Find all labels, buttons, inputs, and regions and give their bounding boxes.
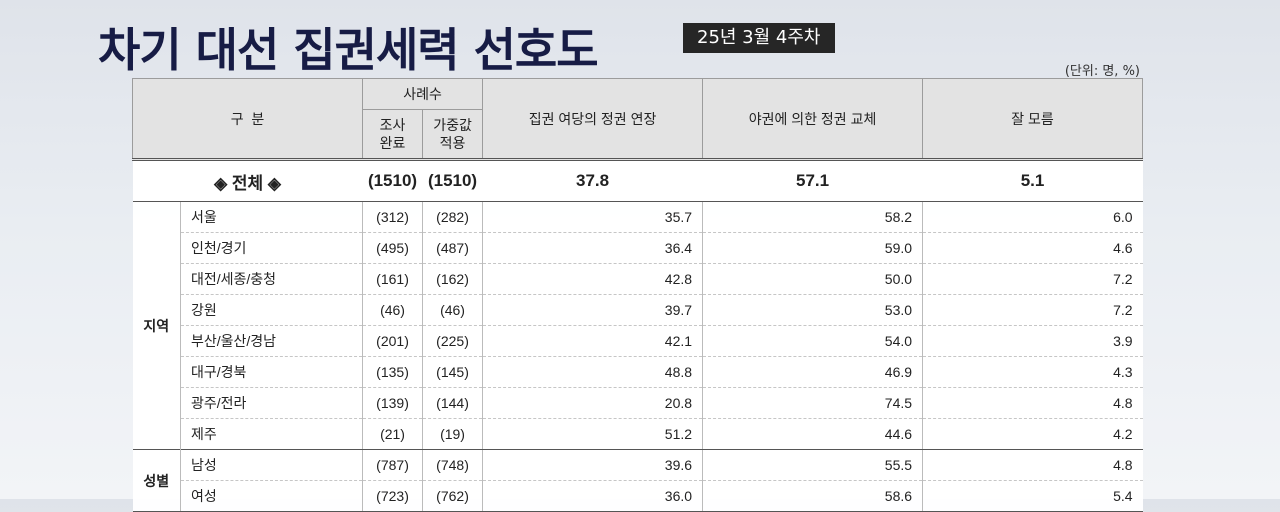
row-surveyed: (135) <box>362 356 424 388</box>
row-name: 인천/경기 <box>180 232 364 264</box>
row-change: 58.6 <box>702 480 924 512</box>
row-surveyed: (723) <box>362 480 424 512</box>
row-change: 53.0 <box>702 294 924 326</box>
row-extend: 35.7 <box>482 201 704 233</box>
row-unknown: 5.4 <box>922 480 1143 512</box>
table-row: 부산/울산/경남 (201) (225) 42.1 54.0 3.9 <box>133 325 1143 357</box>
row-name: 대구/경북 <box>180 356 364 388</box>
row-extend: 36.4 <box>482 232 704 264</box>
row-weighted: (19) <box>422 418 484 450</box>
row-weighted: (46) <box>422 294 484 326</box>
date-badge: 25년 3월 4주차 <box>683 23 835 53</box>
row-surveyed: (787) <box>362 449 424 481</box>
row-unknown: 4.8 <box>922 387 1143 419</box>
row-unknown: 4.6 <box>922 232 1143 264</box>
row-name: 서울 <box>180 201 364 233</box>
row-extend: 51.2 <box>482 418 704 450</box>
row-name: 제주 <box>180 418 364 450</box>
row-unknown: 4.2 <box>922 418 1143 450</box>
row-weighted: (145) <box>422 356 484 388</box>
row-unknown: 4.3 <box>922 356 1143 388</box>
row-name: 광주/전라 <box>180 387 364 419</box>
total-label: ◈ 전체 ◈ <box>132 158 363 202</box>
total-change: 57.1 <box>702 158 923 202</box>
row-change: 55.5 <box>702 449 924 481</box>
row-name: 대전/세종/충청 <box>180 263 364 295</box>
header-extend: 집권 여당의 정권 연장 <box>482 78 704 160</box>
row-weighted: (282) <box>422 201 484 233</box>
table-row: 대구/경북 (135) (145) 48.8 46.9 4.3 <box>133 356 1143 388</box>
row-name: 여성 <box>180 480 364 512</box>
table-row: 제주 (21) (19) 51.2 44.6 4.2 <box>133 418 1143 450</box>
row-change: 44.6 <box>702 418 924 450</box>
row-change: 74.5 <box>702 387 924 419</box>
row-extend: 36.0 <box>482 480 704 512</box>
row-name: 부산/울산/경남 <box>180 325 364 357</box>
row-extend: 42.1 <box>482 325 704 357</box>
row-change: 54.0 <box>702 325 924 357</box>
results-table-container: 구 분 사례수 집권 여당의 정권 연장 야권에 의한 정권 교체 잘 모름 조… <box>131 78 1144 512</box>
row-change: 46.9 <box>702 356 924 388</box>
row-extend: 20.8 <box>482 387 704 419</box>
total-row: ◈ 전체 ◈ (1510) (1510) 37.8 57.1 5.1 <box>132 158 1143 202</box>
row-surveyed: (312) <box>362 201 424 233</box>
total-weighted: (1510) <box>422 158 483 202</box>
row-surveyed: (201) <box>362 325 424 357</box>
header-unknown: 잘 모름 <box>922 78 1144 160</box>
unit-note: (단위: 명, %) <box>1064 64 1140 79</box>
row-change: 50.0 <box>702 263 924 295</box>
group-label-region: 지역 <box>132 201 181 450</box>
row-surveyed: (161) <box>362 263 424 295</box>
row-change: 59.0 <box>702 232 924 264</box>
results-table: 구 분 사례수 집권 여당의 정권 연장 야권에 의한 정권 교체 잘 모름 조… <box>131 78 1144 512</box>
row-unknown: 4.8 <box>922 449 1143 481</box>
row-weighted: (748) <box>422 449 484 481</box>
header-surveyed: 조사 완료 <box>362 109 424 160</box>
table-row: 지역 서울 (312) (282) 35.7 58.2 6.0 <box>132 201 1143 450</box>
row-weighted: (762) <box>422 480 484 512</box>
total-unknown: 5.1 <box>922 158 1143 202</box>
group-label-sex: 성별 <box>132 449 181 512</box>
header-weighted: 가중값 적용 <box>422 109 484 160</box>
row-surveyed: (139) <box>362 387 424 419</box>
row-extend: 48.8 <box>482 356 704 388</box>
row-surveyed: (21) <box>362 418 424 450</box>
header-change: 야권에 의한 정권 교체 <box>702 78 924 160</box>
table-row: 강원 (46) (46) 39.7 53.0 7.2 <box>133 294 1143 326</box>
total-extend: 37.8 <box>482 158 703 202</box>
row-name: 남성 <box>180 449 364 481</box>
row-name: 강원 <box>180 294 364 326</box>
row-extend: 42.8 <box>482 263 704 295</box>
row-unknown: 6.0 <box>922 201 1143 233</box>
table-row: 대전/세종/충청 (161) (162) 42.8 50.0 7.2 <box>133 263 1143 295</box>
row-unknown: 7.2 <box>922 294 1143 326</box>
row-extend: 39.6 <box>482 449 704 481</box>
row-weighted: (487) <box>422 232 484 264</box>
row-weighted: (162) <box>422 263 484 295</box>
row-unknown: 3.9 <box>922 325 1143 357</box>
page-title: 차기 대선 집권세력 선호도 <box>98 23 599 77</box>
table-row: 여성 (723) (762) 36.0 58.6 5.4 <box>133 480 1143 512</box>
row-weighted: (144) <box>422 387 484 419</box>
total-surveyed: (1510) <box>362 158 423 202</box>
table-row: 인천/경기 (495) (487) 36.4 59.0 4.6 <box>133 232 1143 264</box>
header-sample-count: 사례수 <box>362 78 484 110</box>
table-row: 광주/전라 (139) (144) 20.8 74.5 4.8 <box>133 387 1143 419</box>
row-surveyed: (46) <box>362 294 424 326</box>
row-weighted: (225) <box>422 325 484 357</box>
row-change: 58.2 <box>702 201 924 233</box>
row-extend: 39.7 <box>482 294 704 326</box>
row-surveyed: (495) <box>362 232 424 264</box>
header-category: 구 분 <box>131 78 364 160</box>
row-unknown: 7.2 <box>922 263 1143 295</box>
table-row: 성별 남성 (787) (748) 39.6 55.5 4.8 <box>132 449 1143 512</box>
